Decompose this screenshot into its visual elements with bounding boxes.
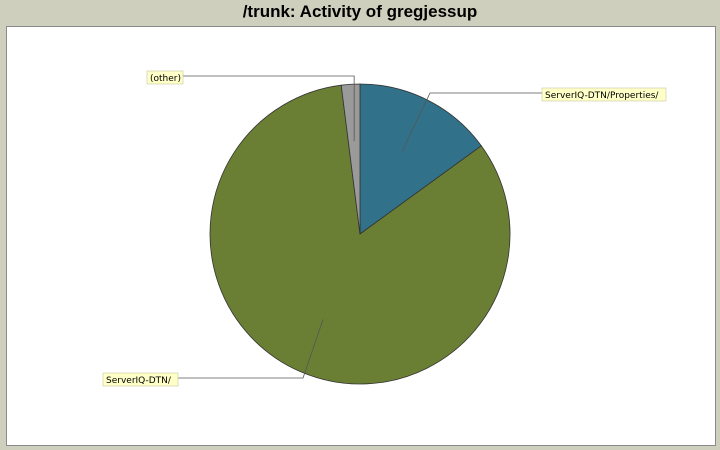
slice-label-other: (other) xyxy=(150,74,181,84)
pie-slice-other xyxy=(340,83,361,235)
slice-label-serveriq-dtn: ServerIQ-DTN/ xyxy=(106,376,172,386)
slice-label-box-other xyxy=(146,70,184,85)
chart-title: /trunk: Activity of gregjessup xyxy=(242,2,478,21)
leader-line-other xyxy=(183,75,355,142)
slice-label-box-serveriq-dtn-properties xyxy=(541,87,667,102)
pie-slice-serveriq-dtn-properties xyxy=(359,83,482,235)
slice-label-box-serveriq-dtn xyxy=(102,372,179,387)
leader-line-serveriq-dtn-properties xyxy=(401,92,542,152)
leader-line-serveriq-dtn xyxy=(178,319,324,379)
slice-label-serveriq-dtn-properties: ServerIQ-DTN/Properties/ xyxy=(545,91,659,101)
pie-slice-serveriq-dtn xyxy=(209,84,511,385)
